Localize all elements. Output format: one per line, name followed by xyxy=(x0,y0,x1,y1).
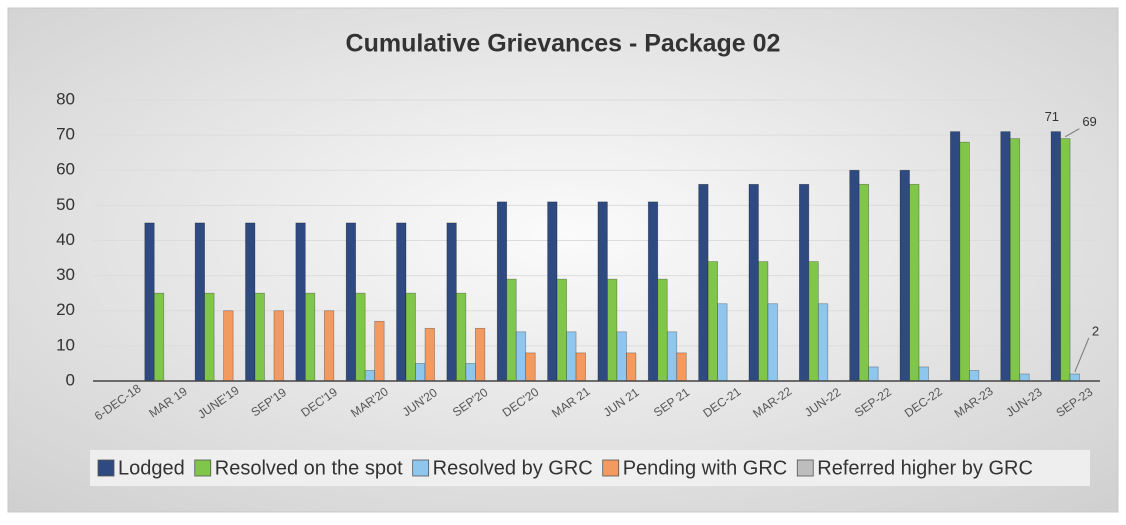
bar xyxy=(1000,131,1011,382)
bar xyxy=(868,366,879,382)
bar xyxy=(295,222,306,382)
bar xyxy=(1050,131,1061,382)
bar xyxy=(849,169,860,382)
bar xyxy=(808,261,819,382)
bar xyxy=(909,183,920,382)
bar xyxy=(245,222,256,382)
y-tick-label: 80 xyxy=(56,89,75,108)
bar xyxy=(424,327,435,382)
bar xyxy=(204,292,215,382)
bar xyxy=(566,331,577,382)
bar xyxy=(273,310,284,382)
data-label: 71 xyxy=(1045,109,1059,124)
bar xyxy=(525,352,536,382)
bar xyxy=(364,370,376,382)
bar xyxy=(1060,138,1071,382)
legend-label: Lodged xyxy=(118,457,185,479)
bar xyxy=(355,292,366,382)
bar xyxy=(374,320,385,382)
bar xyxy=(748,183,759,382)
bar xyxy=(899,169,910,382)
legend-label: Resolved by GRC xyxy=(433,457,593,479)
y-tick-label: 10 xyxy=(56,335,75,354)
bar xyxy=(626,352,637,382)
bar xyxy=(556,278,567,382)
bar xyxy=(1009,138,1021,382)
bar xyxy=(758,261,769,382)
legend-swatch xyxy=(97,459,115,477)
bar xyxy=(323,310,335,382)
bar xyxy=(616,331,627,382)
y-tick-label: 20 xyxy=(56,300,75,319)
bar xyxy=(405,292,416,382)
bar xyxy=(950,131,961,382)
legend-label: Pending with GRC xyxy=(623,457,788,479)
bar xyxy=(707,261,718,382)
data-label: 69 xyxy=(1082,114,1096,129)
bar xyxy=(666,331,678,382)
data-label: 2 xyxy=(1092,323,1099,338)
bar xyxy=(767,303,778,382)
bar xyxy=(657,278,668,382)
bar xyxy=(798,183,810,382)
bar xyxy=(1019,373,1030,382)
chart-area xyxy=(7,7,1119,513)
leader-line xyxy=(1074,337,1090,373)
bar xyxy=(254,292,265,382)
leader-line xyxy=(1065,128,1080,138)
legend-swatch xyxy=(412,459,430,477)
bar xyxy=(969,370,980,382)
bar xyxy=(817,303,829,382)
bar xyxy=(575,352,586,382)
legend-swatch xyxy=(796,459,814,477)
bar xyxy=(415,363,426,382)
bar xyxy=(465,363,476,382)
bar xyxy=(597,201,608,382)
bar xyxy=(446,222,457,382)
bar xyxy=(676,352,687,382)
bar xyxy=(304,292,316,382)
bar xyxy=(959,141,970,382)
y-tick-label: 70 xyxy=(56,125,75,144)
bar xyxy=(858,183,870,382)
legend-swatch xyxy=(602,459,620,477)
bar xyxy=(396,222,407,382)
legend-swatch xyxy=(194,459,212,477)
bar xyxy=(475,327,486,382)
bar xyxy=(1069,373,1080,382)
y-tick-label: 60 xyxy=(56,160,75,179)
bar xyxy=(496,201,508,382)
bar xyxy=(647,201,659,382)
y-tick-label: 40 xyxy=(56,230,75,249)
y-tick-label: 50 xyxy=(56,195,75,214)
legend-box xyxy=(90,450,1090,486)
bar xyxy=(223,310,234,382)
bar xyxy=(194,222,205,382)
chart-title: Cumulative Grievances - Package 02 xyxy=(346,30,781,58)
bar xyxy=(717,303,728,382)
legend-label: Resolved on the spot xyxy=(215,457,403,479)
bar xyxy=(918,366,929,382)
bar xyxy=(153,292,165,382)
bar xyxy=(506,278,517,382)
legend-label: Referred higher by GRC xyxy=(817,457,1033,479)
bar xyxy=(515,331,527,382)
bar xyxy=(547,201,558,382)
bar xyxy=(456,292,467,382)
y-tick-label: 30 xyxy=(56,265,75,284)
bar xyxy=(144,222,155,382)
bar xyxy=(607,278,618,382)
y-tick-label: 0 xyxy=(66,370,75,389)
bar xyxy=(345,222,357,382)
bar xyxy=(698,183,709,382)
